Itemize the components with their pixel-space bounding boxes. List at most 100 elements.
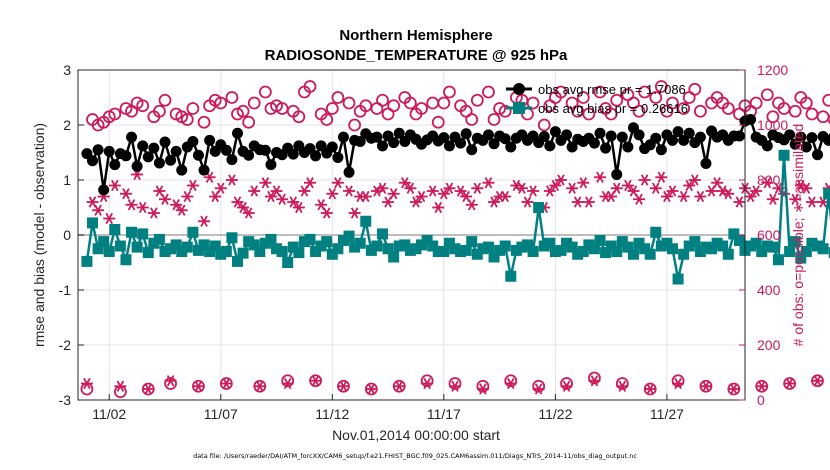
x-tick-label: 11/02: [92, 406, 126, 422]
rmse-point: [259, 144, 271, 156]
assimilated-obs-point: [766, 193, 779, 205]
assimilated-obs-point: [225, 174, 238, 186]
bias-point: [271, 243, 283, 255]
asterisk-stroke: [506, 377, 515, 390]
y-right-axis-ticks: 1200 1000 800 600 400 200 0: [739, 62, 788, 408]
rmse-point: [683, 127, 695, 139]
asterisk-stroke: [752, 185, 760, 197]
possible-obs-point: [403, 96, 417, 110]
rmse-point: [761, 140, 773, 152]
asterisk-stroke: [445, 182, 454, 194]
asterisk-stroke: [105, 212, 114, 225]
bias-point: [538, 240, 550, 252]
asterisk-stroke: [328, 188, 337, 200]
bias-point: [393, 240, 405, 252]
y-right-tick-label: 600: [757, 227, 781, 243]
possible-obs-point: [693, 104, 707, 118]
y-tick-label: -2: [59, 337, 72, 353]
asterisk-stroke: [523, 196, 532, 208]
bias-point: [466, 236, 478, 248]
rmse-point: [92, 144, 104, 156]
possible-obs-point: [537, 118, 551, 132]
bias-point: [360, 215, 372, 227]
possible-obs-point: [593, 85, 607, 99]
possible-obs-point: [186, 102, 200, 115]
asterisk-stroke: [289, 196, 298, 208]
asterisk-stroke: [635, 193, 643, 205]
asterisk-stroke: [401, 177, 409, 189]
possible-obs-point: [465, 113, 479, 126]
asterisk-stroke: [267, 190, 275, 203]
x-tick-label: 11/27: [650, 406, 684, 422]
asterisk-stroke: [724, 188, 733, 200]
asterisk-stroke: [646, 383, 654, 395]
asterisk-stroke: [663, 190, 671, 203]
x-tick-label: 11/12: [315, 406, 349, 422]
assimilated-obs-point: [103, 212, 116, 225]
assimilated-obs-point: [242, 207, 255, 219]
asterisk-stroke: [757, 380, 766, 392]
bias-point: [87, 217, 98, 229]
possible-obs-point: [721, 102, 735, 115]
possible-obs-point: [654, 80, 668, 93]
rmse-point: [605, 130, 617, 142]
possible-obs-point: [437, 96, 451, 110]
assimilated-obs-point: [554, 174, 567, 186]
assimilated-obs-point: [186, 179, 199, 192]
bias-point: [460, 244, 472, 256]
asterisk-stroke: [629, 185, 638, 197]
asterisk-stroke: [512, 179, 521, 192]
bias-point: [215, 248, 227, 260]
asterisk-stroke: [111, 179, 119, 192]
assimilated-obs-point: [805, 196, 818, 208]
assimilated-obs-point: [750, 185, 763, 197]
rmse-point: [561, 129, 573, 141]
assimilated-obs-point: [80, 377, 93, 390]
asterisk-stroke: [216, 182, 225, 194]
rmse-point: [371, 131, 383, 143]
assimilated-obs-point: [337, 380, 350, 392]
data-file-footer: data file: /Users/raeder/DAI/ATM_forcXX/…: [193, 452, 637, 460]
asterisk-stroke: [256, 380, 264, 392]
bias-point: [349, 241, 361, 253]
assimilated-obs-point: [164, 375, 177, 387]
asterisk-stroke: [808, 196, 816, 208]
asterisk-stroke: [624, 179, 632, 192]
assimilated-obs-point: [147, 207, 160, 219]
bias-point: [137, 228, 149, 240]
asterisk-stroke: [763, 177, 772, 189]
possible-obs-point: [666, 96, 679, 110]
assimilated-obs-point: [644, 383, 657, 395]
asterisk-stroke: [172, 199, 180, 211]
bias-point: [772, 254, 784, 266]
possible-obs-point: [677, 102, 691, 115]
bias-point: [142, 247, 154, 259]
x-axis-ticks: 11/02 11/07 11/12 11/17 11/22 11/27: [92, 394, 684, 422]
asterisk-stroke: [518, 182, 526, 194]
bias-point: [577, 246, 589, 257]
possible-obs-point: [136, 99, 150, 113]
bias-point: [315, 240, 327, 252]
rmse-point: [148, 142, 160, 154]
assimilated-obs-point: [504, 377, 517, 390]
asterisk-stroke: [573, 196, 582, 208]
assimilated-obs-point: [426, 185, 439, 197]
assimilated-obs-point: [594, 171, 606, 183]
assimilated-obs-point: [471, 182, 484, 194]
asterisk-stroke: [451, 380, 459, 392]
assimilated-obs-point: [181, 190, 194, 203]
asterisk-stroke: [612, 182, 621, 194]
possible-obs-point: [214, 96, 228, 110]
asterisk-stroke: [473, 182, 482, 194]
asterisk-stroke: [205, 171, 214, 183]
possible-obs-point: [180, 113, 194, 126]
asterisk-stroke: [239, 201, 247, 214]
rmse-point: [460, 128, 472, 140]
assimilated-obs-point: [214, 182, 227, 194]
rmse-point: [650, 132, 662, 144]
bias-point: [282, 257, 294, 268]
bias-point: [276, 246, 288, 257]
asterisk-stroke: [434, 201, 443, 214]
bias-point: [494, 244, 506, 256]
assimilated-obs-point: [783, 377, 796, 390]
